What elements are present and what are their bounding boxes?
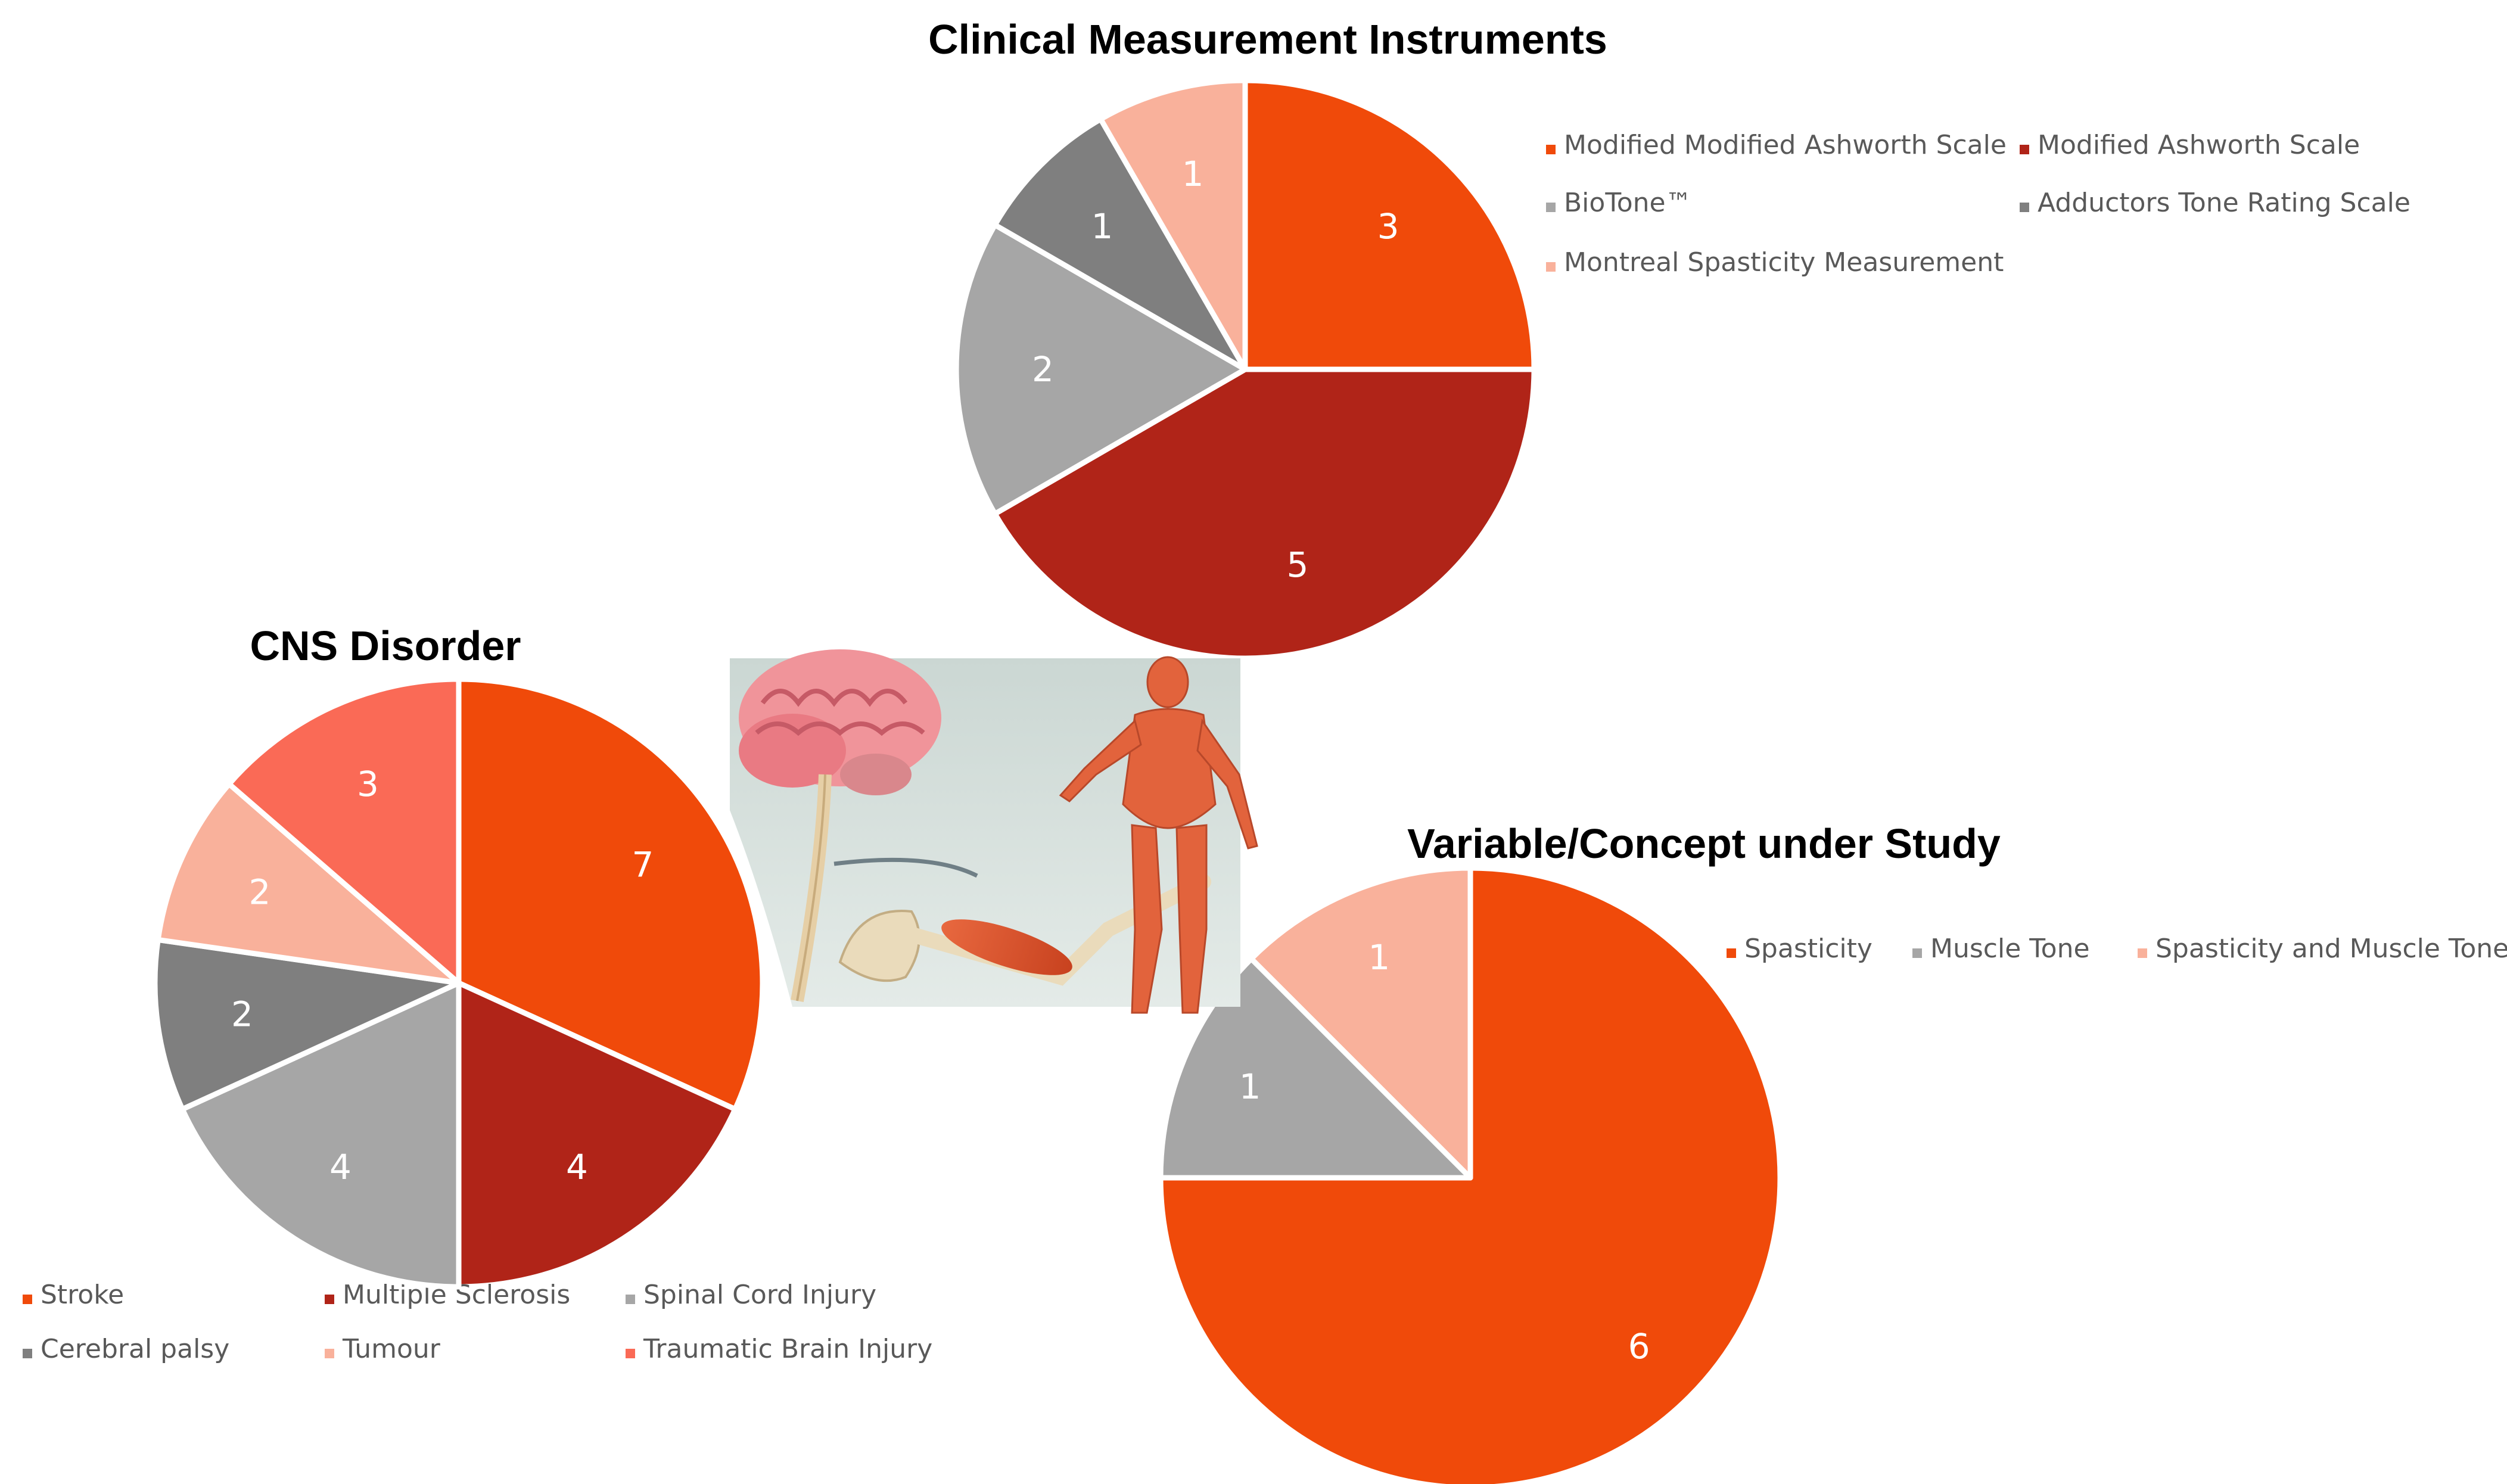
legend-swatch <box>1546 203 1556 212</box>
legend-entry: BioTone™ <box>1564 188 1692 218</box>
legend-swatch <box>626 1295 635 1304</box>
legend-entry: Stroke <box>41 1280 124 1310</box>
legend-swatch <box>2020 145 2029 154</box>
legend-swatch <box>23 1295 32 1304</box>
legend-entry: Cerebral palsy <box>41 1334 229 1364</box>
pie-slice <box>953 222 1248 517</box>
legend-swatch <box>2138 948 2147 958</box>
pie-slice <box>152 937 462 1112</box>
legend-entry: Modified Modified Ashworth Scale <box>1564 130 2007 160</box>
pie-slice <box>1242 77 1537 372</box>
legend-entry: Tumour <box>342 1334 441 1364</box>
pie-slice <box>226 676 462 986</box>
legend-swatch <box>626 1349 635 1358</box>
pie-slice <box>1248 865 1473 1181</box>
legend-swatch <box>2020 203 2029 212</box>
chart-title: Clinical Measurement Instruments <box>928 16 1607 63</box>
data-label: 4 <box>566 1147 588 1187</box>
legend-entry: Spinal Cord Injury <box>643 1280 876 1310</box>
data-label: 1 <box>1239 1066 1261 1107</box>
pie-slice <box>992 116 1248 372</box>
data-label: 2 <box>231 994 253 1034</box>
variable-concept-chart: Variable/Concept under Study 6 Spasticity… <box>1158 820 2507 1484</box>
legend-entry: Spasticity and Muscle Tone <box>2155 934 2507 964</box>
legend-entry: Traumatic Brain Injury <box>643 1334 932 1364</box>
legend-entry: Montreal Spasticity Measurement <box>1564 247 2004 278</box>
legend-swatch <box>1912 948 1922 958</box>
pie-slice <box>456 676 766 1112</box>
data-label: 2 <box>249 872 271 913</box>
legend-entry: Adductors Tone Rating Scale <box>2038 188 2410 218</box>
data-label: 2 <box>1032 349 1054 390</box>
legend-swatch <box>1546 145 1556 154</box>
brain-icon <box>739 649 941 795</box>
pie-slice <box>179 980 462 1290</box>
brain-nerve-muscle-illustration-icon <box>730 649 1258 1014</box>
data-label: 6 <box>1628 1326 1650 1367</box>
legend-entry: Muscle Tone <box>1930 934 2090 964</box>
legend-swatch <box>325 1295 334 1304</box>
legend-swatch <box>1727 948 1736 958</box>
pie-slice <box>992 366 1537 661</box>
data-label: 1 <box>1091 206 1113 247</box>
chart-title: CNS Disorder <box>250 623 521 669</box>
legend-swatch <box>23 1349 32 1358</box>
chart-title: Variable/Concept under Study <box>1407 820 2001 867</box>
data-label: 1 <box>1368 937 1390 978</box>
data-label: 5 <box>1286 545 1308 585</box>
human-figure-icon <box>1059 656 1258 1014</box>
legend-entry: Spasticity <box>1744 934 1873 964</box>
data-label: 3 <box>357 764 379 804</box>
pie-slice <box>456 980 738 1290</box>
data-label: 3 <box>1377 206 1399 247</box>
legend-swatch <box>1546 262 1556 272</box>
clinical-instruments-chart: Clinical Measurement Instruments 3 Modifi… <box>928 16 2410 661</box>
data-label: 4 <box>329 1147 352 1187</box>
legend-entry: Modified Ashworth Scale <box>2038 130 2360 160</box>
pie-slice <box>1098 77 1248 372</box>
pie-slice <box>155 781 462 986</box>
data-label: 7 <box>632 845 654 885</box>
data-label: 1 <box>1182 154 1204 194</box>
legend-swatch <box>325 1349 334 1358</box>
